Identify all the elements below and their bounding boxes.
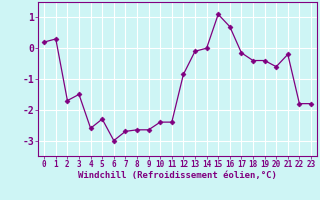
X-axis label: Windchill (Refroidissement éolien,°C): Windchill (Refroidissement éolien,°C) <box>78 171 277 180</box>
